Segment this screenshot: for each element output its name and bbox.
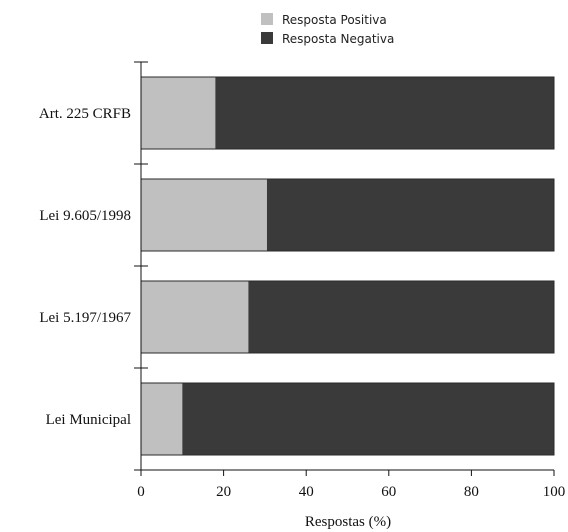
bar-positive-0 <box>141 77 216 149</box>
bar-positive-3 <box>141 383 183 455</box>
category-label: Art. 225 CRFB <box>39 106 131 122</box>
legend: Resposta Positiva Resposta Negativa <box>261 13 394 46</box>
bar-negative-2 <box>248 281 554 353</box>
category-label: Lei 5.197/1967 <box>39 310 131 326</box>
bar-negative-1 <box>266 179 554 251</box>
legend-swatch-negative <box>261 32 273 44</box>
x-axis: 0 20 40 60 80 100 <box>137 469 566 500</box>
x-tick-label: 20 <box>216 484 231 500</box>
bar-positive-1 <box>141 179 267 251</box>
bars <box>140 76 555 456</box>
legend-label-negative: Resposta Negativa <box>282 32 394 46</box>
x-tick-label: 100 <box>543 484 566 500</box>
x-tick-label: 60 <box>381 484 396 500</box>
legend-label-positive: Resposta Positiva <box>282 13 387 27</box>
x-tick-label: 40 <box>299 484 314 500</box>
bar-negative-0 <box>215 77 554 149</box>
bar-negative-3 <box>182 383 555 455</box>
x-axis-title: Respostas (%) <box>305 514 391 530</box>
x-tick-label: 0 <box>137 484 145 500</box>
category-label: Lei 9.605/1998 <box>39 208 131 224</box>
legend-swatch-positive <box>261 13 273 25</box>
y-axis: Art. 225 CRFB Lei 9.605/1998 Lei 5.197/196… <box>39 61 148 471</box>
bar-positive-2 <box>141 281 249 353</box>
category-label: Lei Municipal <box>46 412 131 428</box>
x-tick-label: 80 <box>464 484 479 500</box>
